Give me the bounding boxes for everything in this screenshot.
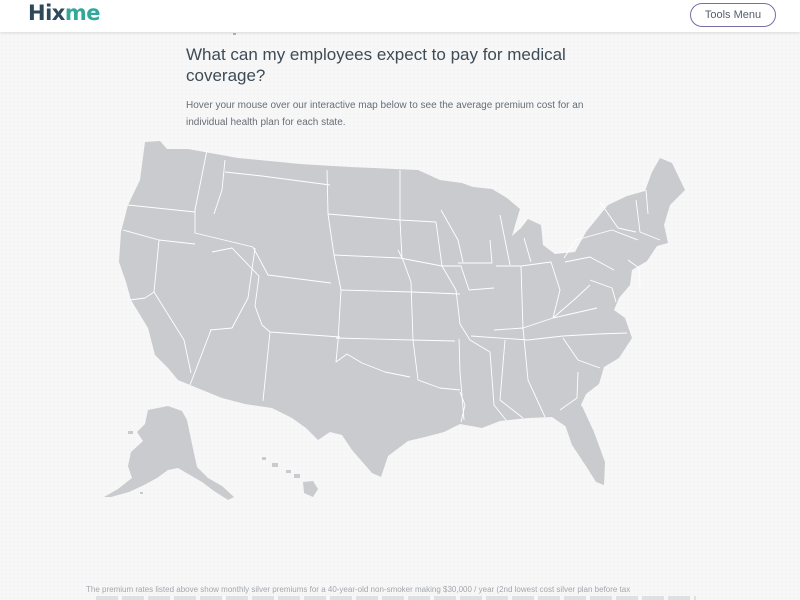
top-navigation-bar: Hixme Tools Menu (0, 0, 800, 32)
logo-text-hix: Hix (28, 1, 65, 25)
contiguous-us-shape[interactable] (119, 141, 685, 480)
hawaii-shape[interactable] (303, 481, 318, 497)
map-land (104, 141, 685, 500)
page-title: What can my employees expect to pay for … (186, 45, 566, 85)
premium-footnote: The premium rates listed above show mont… (86, 585, 631, 594)
state-borders (122, 149, 661, 423)
tools-menu-button[interactable]: Tools Menu (690, 3, 776, 27)
footnote-continued-cutoff (96, 596, 696, 600)
logo-text-me: me (64, 1, 101, 25)
alaska-shape[interactable] (104, 406, 234, 500)
intro-text: Hover your mouse over our interactive ma… (186, 100, 584, 128)
breadcrumb-fragment (233, 33, 236, 35)
hixme-logo[interactable]: Hixme (28, 1, 100, 25)
